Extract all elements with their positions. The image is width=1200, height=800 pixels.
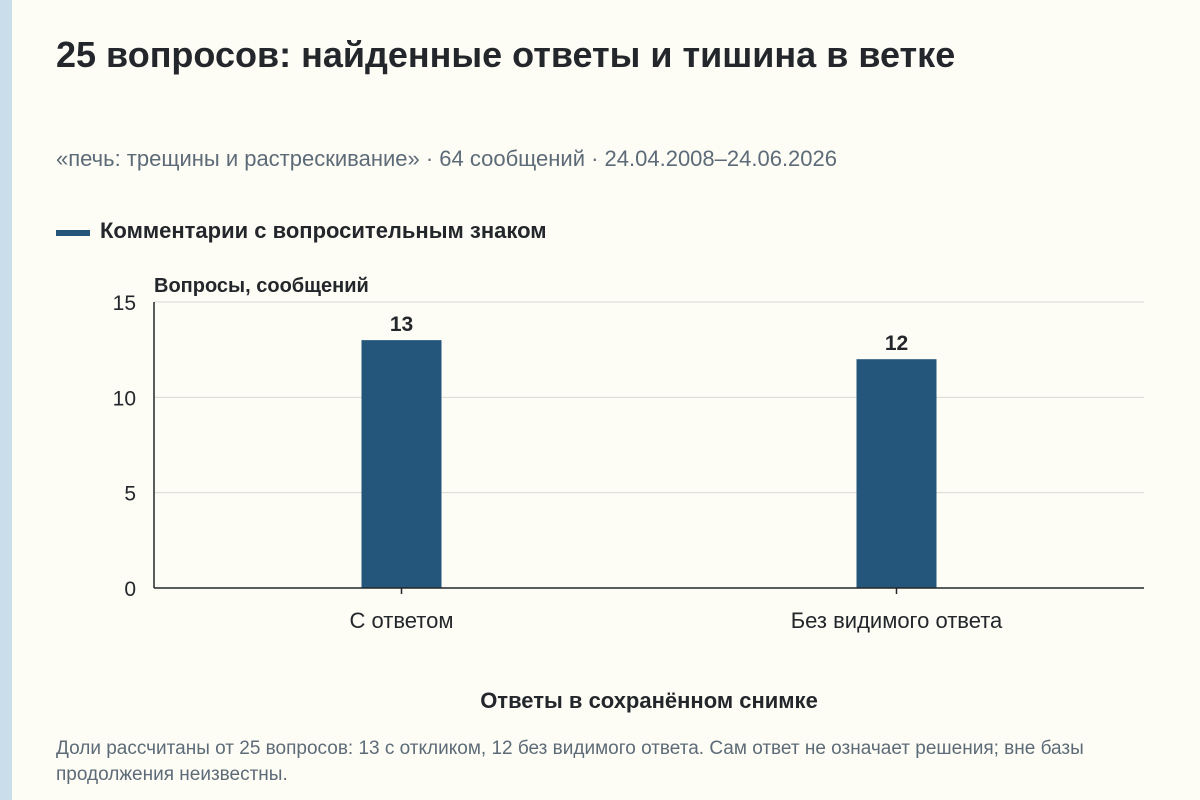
x-axis-label: Ответы в сохранённом снимке <box>480 688 818 713</box>
footnote: Доли рассчитаны от 25 вопросов: 13 с отк… <box>56 738 1084 785</box>
x-tick-label: С ответом <box>350 608 454 633</box>
chart-legend: Комментарии с вопросительным знаком <box>56 218 547 244</box>
legend-label: Комментарии с вопросительным знаком <box>100 218 547 243</box>
bar-2 <box>856 359 937 588</box>
y-tick-label: 15 <box>113 292 136 315</box>
legend-swatch <box>56 230 90 236</box>
data-label: 13 <box>390 313 413 336</box>
data-label: 12 <box>885 332 908 355</box>
page-title: 25 вопросов: найденные ответы и тишина в… <box>56 34 956 75</box>
y-tick-label: 0 <box>124 578 136 601</box>
bar-1 <box>361 340 442 588</box>
page-subtitle: «печь: трещины и растрескивание» · 64 со… <box>56 146 837 171</box>
y-tick-label: 10 <box>113 387 136 410</box>
y-axis-label: Вопросы, сообщений <box>154 275 369 297</box>
edge-stripe <box>0 0 12 800</box>
x-tick-label: Без видимого ответа <box>791 608 1003 633</box>
y-tick-label: 5 <box>124 483 136 506</box>
